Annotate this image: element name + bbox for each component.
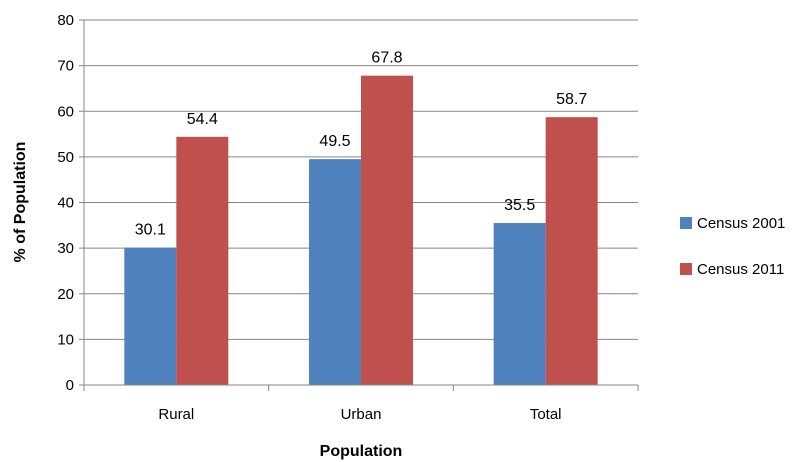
data-labels: 30.1 49.5 35.5 54.4 67.8 58.7 — [135, 50, 588, 239]
x-axis-ticks: Rural Urban Total — [83, 385, 639, 423]
y-tick-label: 40 — [57, 195, 74, 212]
legend: Census 2001 Census 2011 — [680, 215, 785, 278]
data-label: 58.7 — [556, 91, 587, 108]
bar-census-2011-total — [545, 117, 598, 386]
data-label: 67.8 — [371, 50, 402, 67]
y-tick-label: 20 — [57, 286, 74, 303]
x-axis-title: Population — [320, 443, 403, 460]
data-label: 49.5 — [319, 133, 350, 150]
y-tick-label: 50 — [57, 149, 74, 166]
bars — [124, 75, 598, 386]
y-tick-label: 70 — [57, 58, 74, 75]
y-axis-ticks: 0 10 20 30 40 50 60 70 80 — [57, 12, 84, 394]
data-label: 30.1 — [135, 222, 166, 239]
x-tick-label: Urban — [341, 406, 382, 423]
legend-label: Census 2001 — [697, 215, 785, 232]
y-tick-label: 60 — [57, 103, 74, 120]
bar-census-2011-urban — [361, 75, 413, 385]
legend-swatch — [680, 263, 692, 275]
y-axis-title: % of Population — [12, 142, 29, 263]
x-tick-label: Rural — [158, 406, 194, 423]
bar-census-2001-rural — [124, 247, 177, 385]
data-label: 54.4 — [187, 111, 218, 128]
bar-census-2001-total — [493, 223, 546, 385]
y-tick-label: 10 — [57, 331, 74, 348]
bar-census-2011-rural — [176, 136, 229, 385]
legend-swatch — [680, 217, 692, 229]
y-tick-label: 30 — [57, 240, 74, 257]
data-label: 35.5 — [504, 197, 535, 214]
y-tick-label: 0 — [66, 377, 74, 394]
y-tick-label: 80 — [57, 12, 74, 29]
bar-census-2001-urban — [309, 159, 361, 385]
legend-label: Census 2011 — [697, 261, 784, 278]
x-tick-label: Total — [530, 406, 562, 423]
